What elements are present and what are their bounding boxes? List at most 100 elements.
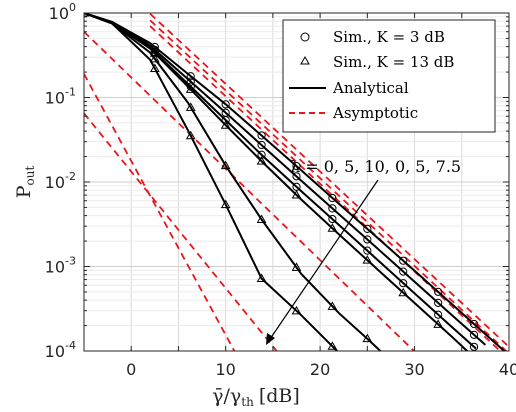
legend-entry-analytical: Analytical xyxy=(332,79,409,97)
x-tick-label: 0 xyxy=(126,360,136,379)
x-axis-label-sub: th xyxy=(241,395,254,409)
x-tick-label: 10 xyxy=(215,360,235,379)
y-tick-label: 100 xyxy=(49,1,76,23)
sim-marker-circle xyxy=(257,150,266,159)
sim-marker-triangle xyxy=(185,84,196,93)
sim-marker-circle xyxy=(469,330,479,339)
asymptotic-line xyxy=(149,19,508,351)
sim-marker-circle xyxy=(469,342,479,351)
analytical-curve xyxy=(84,13,487,346)
sim-marker-circle xyxy=(328,204,337,213)
y-tick-base: 10 xyxy=(45,258,65,277)
sim-marker-circle xyxy=(363,224,372,234)
asymptotic-line xyxy=(149,13,509,348)
x-axis-label-main: γ̄/γ xyxy=(212,385,241,407)
annotation-arrowhead xyxy=(266,333,275,345)
legend-triangle-marker xyxy=(300,55,310,65)
x-tick-label: 30 xyxy=(404,360,424,379)
y-tick-base: 10 xyxy=(45,173,65,192)
sim-marker-triangle xyxy=(149,48,160,57)
y-tick-exponent: -3 xyxy=(65,255,76,268)
sim-marker-circle xyxy=(186,72,195,81)
analytical-curve xyxy=(84,13,469,351)
y-tick-exponent: -2 xyxy=(65,170,76,183)
sim-marker-triangle xyxy=(327,341,338,350)
sim-marker-circle xyxy=(292,172,301,181)
legend-entry-sim-k3: Sim., K = 3 dB xyxy=(333,28,445,46)
sim-marker-circle xyxy=(221,116,230,125)
y-tick-label: 10-4 xyxy=(45,339,76,361)
legend-circle-marker xyxy=(300,32,310,42)
sim-marker-circle xyxy=(221,100,230,109)
sim-marker-circle xyxy=(150,45,159,54)
lambda-annotation-text: λ = 0, 5, 10, 0, 5, 7.5 xyxy=(290,157,461,176)
sim-marker-triangle xyxy=(362,333,373,343)
lambda-annotation: λ = 0, 5, 10, 0, 5, 7.5 xyxy=(266,157,461,345)
y-tick-label: 10-1 xyxy=(45,86,76,108)
analytical-curve xyxy=(84,13,339,351)
asymptotic-line xyxy=(149,25,502,351)
x-tick-label: 20 xyxy=(310,360,330,379)
sim-marker-circle xyxy=(257,140,266,150)
y-tick-exponent: -1 xyxy=(65,86,76,99)
y-tick-exponent: 0 xyxy=(69,1,76,14)
sim-marker-triangle xyxy=(256,273,267,283)
sim-marker-circle xyxy=(399,279,408,288)
sim-marker-triangle xyxy=(256,156,267,165)
y-axis-label-sub: out xyxy=(23,166,37,186)
sim-marker-circle xyxy=(469,319,479,329)
asymptotic-line xyxy=(84,73,236,351)
sim-marker-circle xyxy=(363,246,372,255)
sim-marker-circle xyxy=(434,310,443,319)
sim-marker-circle xyxy=(186,82,195,91)
y-tick-label: 10-2 xyxy=(45,170,76,192)
sim-marker-triangle xyxy=(185,130,196,140)
y-tick-exponent: -4 xyxy=(65,339,76,352)
sim-marker-triangle xyxy=(220,199,231,209)
sim-marker-triangle xyxy=(291,189,302,199)
annotation-arrow-line xyxy=(267,179,379,343)
sim-marker-triangle xyxy=(433,319,444,328)
sim-marker-circle xyxy=(257,131,266,140)
sim-marker-triangle xyxy=(291,262,302,271)
x-axis-label-unit: [dB] xyxy=(259,385,300,407)
y-tick-base: 10 xyxy=(45,342,65,361)
y-tick-base: 10 xyxy=(45,89,65,108)
sim-marker-circle xyxy=(328,193,337,203)
sim-marker-circle xyxy=(434,298,443,307)
sim-marker-circle xyxy=(292,161,301,171)
sim-marker-triangle xyxy=(327,223,338,232)
legend: Sim., K = 3 dB Sim., K = 13 dB Analytica… xyxy=(282,19,496,133)
legend-box xyxy=(282,19,496,133)
sim-marker-triangle xyxy=(185,102,196,111)
analytical-curve xyxy=(84,13,382,351)
sim-marker-triangle xyxy=(362,255,373,264)
sim-marker-circle xyxy=(363,235,372,244)
y-tick-label: 10-3 xyxy=(45,255,76,277)
y-axis-label-main: P xyxy=(13,185,35,198)
sim-marker-triangle xyxy=(327,301,338,310)
sim-marker-triangle xyxy=(256,214,267,223)
plot-series-group xyxy=(84,13,509,351)
legend-entry-sim-k13: Sim., K = 13 dB xyxy=(333,53,454,71)
x-tick-label: 40 xyxy=(499,360,516,379)
x-axis-label: γ̄/γth [dB] xyxy=(212,385,300,409)
sim-marker-triangle xyxy=(291,305,302,315)
analytical-curve xyxy=(84,13,506,351)
plot-area xyxy=(84,13,509,351)
asymptotic-line xyxy=(84,31,416,351)
sim-marker-triangle xyxy=(149,53,160,63)
sim-marker-circle xyxy=(150,42,159,52)
sim-marker-circle xyxy=(399,267,408,276)
legend-entry-asymptotic: Asymptotic xyxy=(332,104,418,122)
y-axis-label: Pout xyxy=(13,166,37,199)
sim-marker-circle xyxy=(328,214,337,224)
sim-marker-triangle xyxy=(220,120,231,129)
sim-marker-circle xyxy=(434,287,443,296)
sim-marker-triangle xyxy=(220,160,231,170)
y-tick-base: 10 xyxy=(49,4,69,23)
sim-marker-circle xyxy=(399,256,408,265)
sim-marker-triangle xyxy=(149,63,160,73)
